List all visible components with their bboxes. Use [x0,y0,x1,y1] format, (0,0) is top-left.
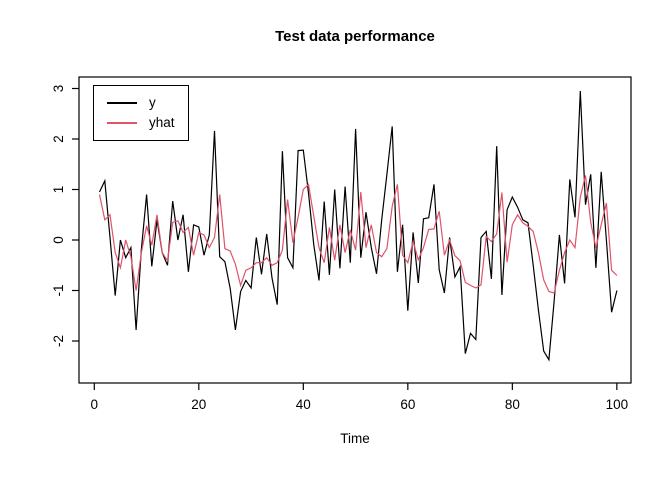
y-tick-label: 1 [51,186,66,194]
y-tick-label: -1 [51,284,66,296]
legend-label: y [149,95,156,110]
y-tick-label: 2 [51,135,66,143]
legend-line-swatch-yhat [107,122,137,124]
legend-row-y: y [94,93,188,113]
x-tick-label: 40 [296,397,311,412]
chart-title: Test data performance [275,28,435,45]
plot-box [78,76,632,384]
series-line-y [98,90,618,362]
legend-line-swatch-y [107,102,137,104]
x-tick-label: 60 [400,397,415,412]
legend-label: yhat [149,115,175,130]
x-tick-label: 100 [606,397,629,412]
legend: y yhat [93,85,189,141]
x-tick-label: 0 [91,397,99,412]
x-tick-label: 20 [191,397,206,412]
x-tick-label: 80 [505,397,520,412]
x-axis-title: Time [340,431,370,446]
legend-row-yhat: yhat [94,113,188,133]
series-line-yhat [98,175,618,294]
y-tick-label: 0 [51,236,66,244]
y-tick-label: -2 [51,335,66,347]
y-tick-label: 3 [51,85,66,93]
